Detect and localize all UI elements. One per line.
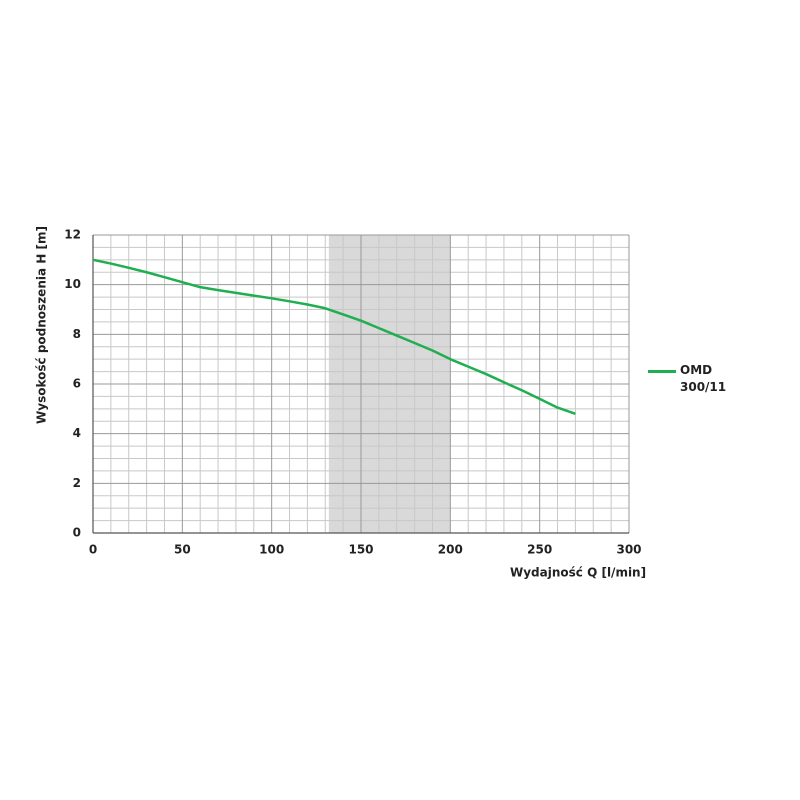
x-tick-label: 300	[616, 543, 641, 557]
legend-swatch	[648, 370, 676, 373]
y-tick-label: 6	[73, 377, 81, 391]
y-tick-label: 0	[73, 526, 81, 540]
x-tick-label: 200	[438, 543, 463, 557]
x-tick-label: 0	[89, 543, 97, 557]
x-tick-label: 100	[259, 543, 284, 557]
legend-label: OMD 300/11	[680, 363, 727, 394]
x-tick-label: 150	[348, 543, 373, 557]
y-tick-label: 12	[64, 228, 81, 242]
y-tick-label: 10	[64, 277, 81, 291]
y-axis-label: Wysokość podnoszenia H [m]	[35, 226, 49, 424]
y-tick-label: 8	[73, 327, 81, 341]
x-tick-label: 250	[527, 543, 552, 557]
data-line	[92, 258, 576, 415]
x-axis-label: Wydajność Q [l/min]	[510, 566, 646, 580]
x-tick-label: 50	[174, 543, 191, 557]
y-tick-label: 2	[73, 476, 81, 490]
y-tick-label: 4	[73, 426, 81, 440]
legend: OMD 300/11	[648, 362, 730, 396]
